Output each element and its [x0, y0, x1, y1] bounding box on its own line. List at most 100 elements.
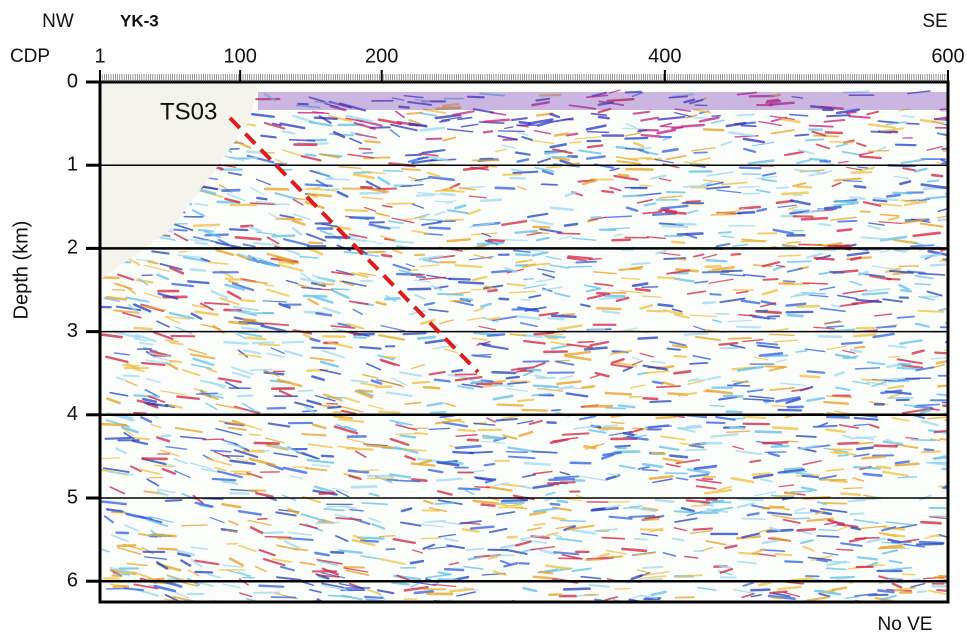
reflection	[672, 242, 684, 243]
reflection	[170, 361, 181, 362]
reflection	[642, 135, 660, 137]
reflection	[239, 604, 258, 606]
reflection	[506, 452, 527, 453]
reflection	[316, 523, 340, 524]
reflection	[372, 604, 389, 608]
reflection	[824, 402, 848, 404]
reflection	[838, 221, 856, 222]
reflection	[674, 356, 686, 357]
reflection	[501, 608, 520, 610]
reflection	[841, 493, 860, 494]
reflection	[590, 585, 609, 586]
reflection	[819, 530, 837, 531]
reflection	[806, 139, 824, 140]
reflection	[600, 298, 624, 299]
reflection	[912, 440, 935, 441]
reflection	[478, 243, 503, 244]
reflection	[947, 538, 963, 541]
reflection	[248, 338, 266, 340]
reflection	[462, 299, 472, 300]
reflection	[838, 229, 852, 230]
reflection	[249, 434, 260, 435]
reflection	[889, 381, 909, 382]
reflection	[801, 376, 820, 378]
reflection	[241, 300, 255, 301]
reflection	[779, 283, 793, 284]
reflection	[741, 126, 755, 127]
reflection	[652, 453, 665, 454]
reflection	[597, 293, 609, 294]
reflection	[706, 260, 726, 261]
reflection	[265, 189, 288, 190]
reflection	[135, 395, 159, 397]
reflection	[778, 410, 801, 411]
reflection	[413, 382, 429, 383]
reflection	[836, 549, 852, 550]
reflection	[258, 519, 267, 520]
reflection	[415, 255, 424, 256]
reflection	[682, 608, 690, 610]
reflection	[819, 336, 841, 337]
reflection	[901, 290, 910, 291]
reflection	[878, 590, 893, 592]
reflection	[911, 245, 934, 246]
reflection	[268, 408, 285, 409]
reflection	[614, 612, 630, 615]
reflection	[623, 128, 643, 129]
reflection	[733, 381, 749, 382]
reflection	[931, 265, 944, 266]
reflection	[850, 513, 863, 514]
reflection	[520, 122, 530, 123]
reflection	[886, 605, 894, 606]
reflection	[565, 224, 577, 226]
reflection	[943, 150, 958, 151]
reflection	[860, 156, 881, 158]
reflection	[315, 118, 337, 119]
reflection	[829, 142, 853, 143]
reflection	[814, 426, 837, 427]
reflection	[756, 432, 781, 433]
reflection	[814, 136, 838, 137]
reflection	[653, 382, 662, 383]
reflection	[513, 172, 537, 173]
reflection	[223, 190, 240, 191]
reflection	[894, 605, 910, 606]
reflection	[253, 342, 274, 343]
reflection	[948, 194, 967, 196]
reflection	[423, 510, 439, 511]
reflection	[264, 313, 274, 314]
reflection	[917, 544, 943, 545]
reflection	[932, 175, 942, 176]
reflection	[623, 195, 644, 196]
reflection	[548, 338, 557, 339]
reflection	[283, 342, 303, 343]
reflection	[213, 479, 236, 480]
reflection	[628, 158, 650, 159]
x-tick-label: 600	[931, 45, 964, 67]
reflection	[872, 610, 894, 612]
reflection	[524, 279, 534, 280]
reflection	[844, 181, 862, 182]
x-tick-label: 400	[648, 45, 681, 67]
reflection	[402, 169, 420, 170]
reflection	[639, 338, 657, 339]
reflection	[795, 135, 808, 136]
reflection	[421, 609, 436, 611]
reflection	[325, 189, 339, 190]
reflection	[560, 521, 585, 522]
reflection	[217, 608, 236, 615]
reflection	[124, 376, 139, 377]
reflection	[225, 342, 248, 343]
reflection	[694, 152, 707, 153]
reflection	[512, 169, 522, 170]
reflection	[738, 212, 754, 213]
reflection	[738, 187, 758, 188]
reflection	[591, 217, 600, 218]
reflection	[552, 410, 560, 411]
reflection	[936, 605, 956, 606]
reflection	[873, 200, 886, 201]
reflection	[922, 452, 940, 453]
reflection	[915, 284, 930, 285]
reflection	[937, 590, 947, 591]
